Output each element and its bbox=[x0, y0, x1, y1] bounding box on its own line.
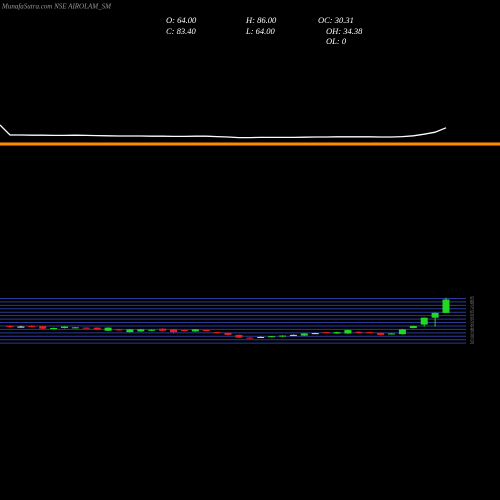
candle-body bbox=[268, 336, 276, 338]
candle-body bbox=[409, 325, 417, 328]
candle-body bbox=[148, 329, 156, 331]
y-tick-label: 50 bbox=[470, 319, 474, 324]
candle-body bbox=[93, 327, 101, 330]
candle-body bbox=[104, 327, 112, 331]
candle-body bbox=[431, 312, 439, 318]
candle-body bbox=[355, 331, 363, 333]
candle-body bbox=[137, 329, 145, 332]
candle-body bbox=[420, 317, 428, 325]
candle-body bbox=[170, 329, 177, 333]
candle-body bbox=[115, 329, 123, 331]
candle-body bbox=[126, 329, 134, 333]
candle-body bbox=[224, 332, 232, 335]
candle-body bbox=[50, 328, 58, 329]
candle-body bbox=[279, 335, 286, 337]
candle-body bbox=[388, 333, 395, 335]
y-tick-label: 65 bbox=[470, 309, 474, 314]
candle-body bbox=[159, 328, 167, 331]
y-tick-label: 60 bbox=[470, 313, 474, 318]
candle-body bbox=[61, 326, 68, 328]
y-tick-label: 75 bbox=[470, 302, 474, 307]
y-tick-label: 55 bbox=[470, 316, 474, 321]
stat: L: 64.00 bbox=[245, 26, 276, 36]
y-tick-label: 70 bbox=[470, 306, 474, 311]
candle-body bbox=[71, 327, 79, 329]
candle-body bbox=[213, 332, 221, 334]
indicator-line bbox=[0, 124, 447, 139]
candle-body bbox=[246, 337, 254, 339]
chart-title: MunafaSutra.com NSE AIROLAM_SM bbox=[1, 3, 112, 11]
y-tick-label: 35 bbox=[470, 330, 474, 335]
y-tick-label: 45 bbox=[470, 323, 474, 328]
stat: O: 64.00 bbox=[166, 15, 197, 25]
candle-body bbox=[366, 332, 374, 334]
candle-body bbox=[6, 325, 14, 327]
candle-body bbox=[17, 326, 25, 328]
candle-body bbox=[311, 333, 319, 335]
candle-body bbox=[180, 330, 188, 332]
candle-body bbox=[82, 327, 90, 329]
candle-body bbox=[344, 330, 352, 334]
candle-body bbox=[300, 333, 308, 336]
y-tick-label: 40 bbox=[470, 326, 474, 331]
y-tick-label: 30 bbox=[470, 333, 474, 338]
y-tick-label: 85 bbox=[470, 295, 474, 300]
y-tick-label: 80 bbox=[470, 299, 474, 304]
stat: OH: 34.38 bbox=[326, 26, 363, 36]
candle-body bbox=[398, 329, 406, 335]
stat: OC: 30.31 bbox=[318, 15, 354, 25]
candle-body bbox=[235, 334, 243, 338]
stat: H: 86.00 bbox=[245, 15, 277, 25]
candle-body bbox=[28, 325, 36, 327]
candle-body bbox=[39, 326, 47, 329]
candle-body bbox=[377, 332, 385, 335]
candle-body bbox=[191, 329, 199, 332]
y-tick-label: 20 bbox=[470, 340, 474, 345]
stat: C: 83.40 bbox=[166, 26, 197, 36]
candle-body bbox=[442, 299, 450, 313]
candle-body bbox=[322, 332, 330, 334]
candle-body bbox=[257, 336, 265, 338]
candle-body bbox=[202, 330, 210, 332]
candle-body bbox=[333, 332, 341, 334]
stat: OL: 0 bbox=[326, 36, 347, 46]
y-tick-label: 25 bbox=[470, 337, 474, 342]
candle-body bbox=[289, 334, 297, 336]
